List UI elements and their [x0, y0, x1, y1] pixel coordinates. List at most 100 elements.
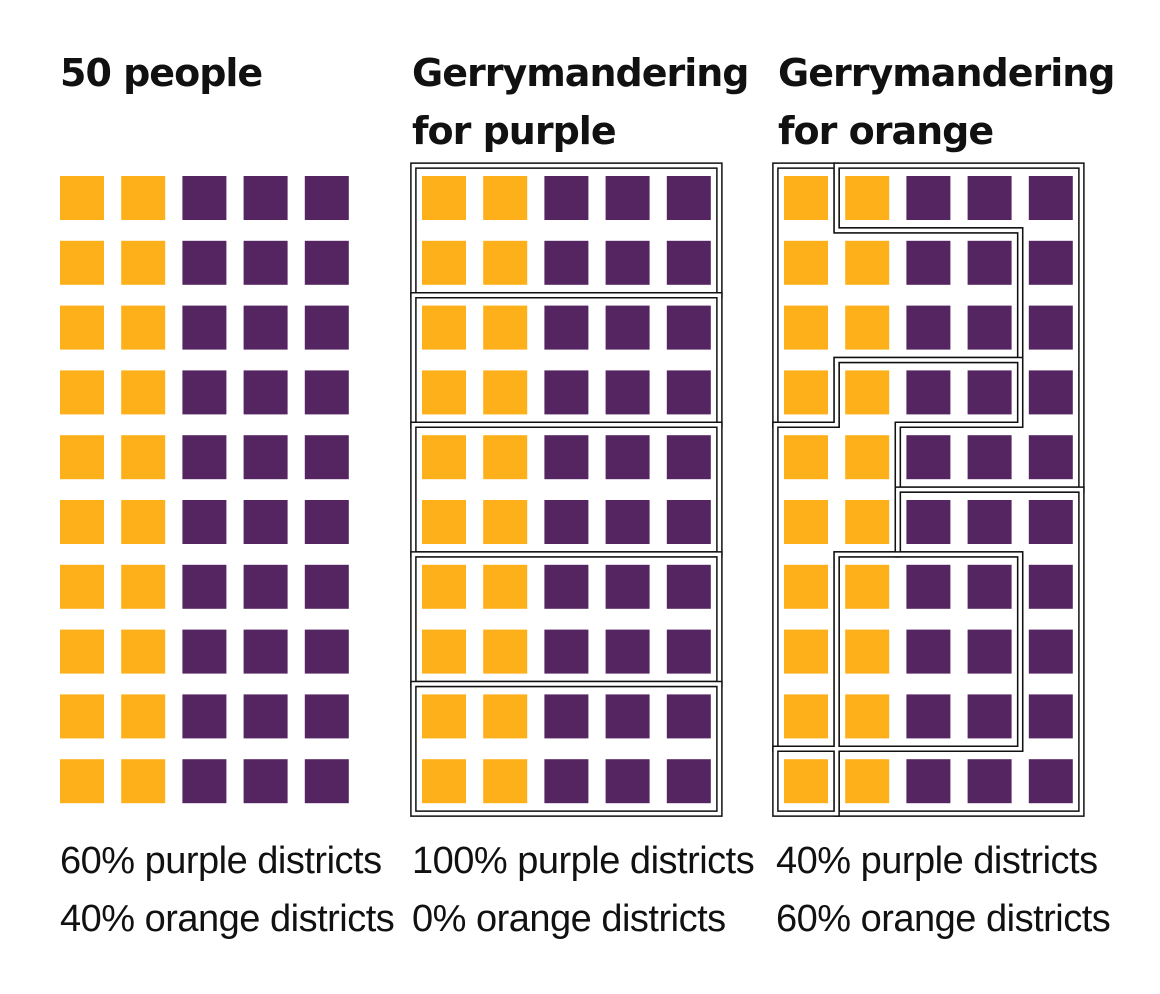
panel-title-line-1: Gerrymandering [778, 51, 1115, 95]
purple-person-square [182, 240, 227, 285]
purple-person-square [605, 629, 650, 674]
orange-person-square [422, 759, 466, 804]
purple-person-square [243, 500, 288, 544]
purple-person-square [666, 240, 711, 285]
purple-person-square [967, 435, 1012, 480]
purple-person-square [605, 370, 650, 415]
purple-person-square [906, 629, 951, 674]
orange-person-square [784, 500, 828, 544]
purple-person-square [1028, 694, 1073, 739]
purple-person-square [1028, 240, 1073, 285]
purple-person-square [182, 500, 227, 544]
stat-orange-districts: 40% orange districts [60, 898, 395, 940]
orange-person-square [845, 435, 890, 480]
orange-person-square [60, 435, 104, 480]
orange-person-square [60, 370, 104, 415]
purple-person-square [304, 435, 349, 480]
grid-purple [410, 162, 723, 817]
purple-person-square [182, 305, 227, 350]
purple-person-square [544, 435, 589, 480]
grid-orange [772, 162, 1085, 817]
purple-person-square [967, 694, 1012, 739]
orange-person-square [422, 694, 466, 739]
orange-person-square [121, 435, 166, 480]
orange-person-square [845, 176, 890, 220]
purple-person-square [243, 370, 288, 415]
orange-person-square [60, 694, 104, 739]
orange-person-square [422, 176, 466, 220]
orange-person-square [422, 435, 466, 480]
grid-all [60, 176, 349, 804]
purple-person-square [666, 759, 711, 804]
orange-person-square [422, 305, 466, 350]
purple-person-square [605, 435, 650, 480]
purple-person-square [906, 564, 951, 609]
orange-person-square [784, 370, 828, 415]
orange-person-square [121, 694, 166, 739]
purple-person-square [1028, 500, 1073, 544]
purple-person-square [544, 240, 589, 285]
orange-person-square [121, 629, 166, 674]
purple-person-square [1028, 564, 1073, 609]
purple-person-square [605, 564, 650, 609]
purple-person-square [304, 564, 349, 609]
purple-person-square [243, 759, 288, 804]
district-outline-5-purple [410, 680, 723, 817]
purple-person-square [1028, 435, 1073, 480]
orange-person-square [845, 629, 890, 674]
purple-person-square [182, 435, 227, 480]
purple-person-square [666, 370, 711, 415]
stat-purple-districts: 100% purple districts [412, 840, 755, 882]
orange-person-square [483, 759, 528, 804]
purple-person-square [304, 759, 349, 804]
purple-person-square [1028, 176, 1073, 220]
orange-person-square [121, 500, 166, 544]
orange-person-square [121, 564, 166, 609]
purple-person-square [605, 240, 650, 285]
orange-person-square [784, 305, 828, 350]
purple-person-square [906, 176, 951, 220]
orange-person-square [60, 176, 104, 220]
orange-person-square [422, 370, 466, 415]
purple-person-square [967, 370, 1012, 415]
orange-person-square [121, 305, 166, 350]
orange-person-square [483, 305, 528, 350]
orange-person-square [784, 176, 828, 220]
purple-person-square [605, 176, 650, 220]
orange-person-square [784, 240, 828, 285]
purple-person-square [666, 564, 711, 609]
purple-person-square [967, 240, 1012, 285]
district-outline-5-orange [772, 551, 1024, 817]
purple-person-square [182, 370, 227, 415]
purple-person-square [906, 500, 951, 544]
purple-person-square [906, 435, 951, 480]
purple-person-square [1028, 759, 1073, 804]
orange-person-square [784, 759, 828, 804]
purple-person-square [243, 305, 288, 350]
purple-person-square [243, 240, 288, 285]
orange-person-square [845, 240, 890, 285]
orange-person-square [60, 564, 104, 609]
orange-person-square [845, 500, 890, 544]
orange-person-square [845, 564, 890, 609]
orange-person-square [60, 240, 104, 285]
panel-title-line-1: 50 people [60, 51, 263, 95]
purple-person-square [967, 176, 1012, 220]
orange-person-square [121, 176, 166, 220]
purple-person-square [1028, 305, 1073, 350]
purple-person-square [544, 694, 589, 739]
purple-person-square [243, 629, 288, 674]
purple-person-square [967, 759, 1012, 804]
orange-person-square [422, 629, 466, 674]
orange-person-square [422, 240, 466, 285]
orange-person-square [60, 305, 104, 350]
district-outline-inner [411, 682, 722, 816]
purple-person-square [605, 500, 650, 544]
orange-person-square [483, 564, 528, 609]
purple-person-square [304, 370, 349, 415]
orange-person-square [784, 435, 828, 480]
purple-person-square [544, 305, 589, 350]
purple-person-square [243, 564, 288, 609]
purple-person-square [906, 240, 951, 285]
